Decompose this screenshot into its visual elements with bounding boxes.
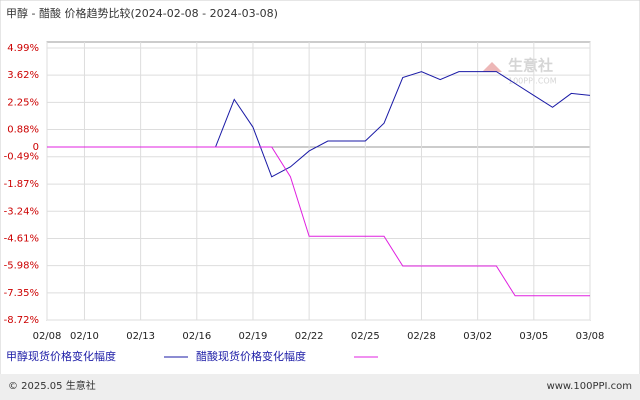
footer-right: www.100PPI.com: [547, 381, 632, 392]
footer-band: [0, 374, 640, 400]
y-tick-label: 2.25%: [7, 97, 39, 108]
x-tick-label: 02/08: [33, 331, 62, 342]
y-tick-label: 4.99%: [7, 43, 39, 54]
y-tick-label: 0: [33, 142, 39, 153]
y-tick-label: -0.49%: [4, 152, 39, 163]
x-tick-label: 03/08: [576, 331, 605, 342]
y-tick-label: -5.98%: [4, 261, 39, 272]
series-line: [47, 146, 590, 297]
y-tick-label: 0.88%: [7, 125, 39, 136]
watermark: 生意社 100PPI.COM: [482, 57, 557, 86]
watermark-subtext: 100PPI.COM: [508, 77, 557, 86]
footer-left: © 2025.05 生意社: [8, 379, 96, 392]
legend-label: 甲醇现货价格变化幅度: [6, 349, 116, 363]
y-tick-label: -3.24%: [4, 206, 39, 217]
legend-label: 醋酸现货价格变化幅度: [196, 349, 306, 363]
watermark-text: 生意社: [508, 57, 553, 75]
x-tick-label: 02/22: [295, 331, 324, 342]
y-tick-label: -7.35%: [4, 288, 39, 299]
x-tick-label: 02/16: [182, 331, 211, 342]
y-tick-label: -4.61%: [4, 233, 39, 244]
y-tick-label: -1.87%: [4, 179, 39, 190]
watermark-icon: [482, 62, 502, 72]
x-tick-label: 02/25: [351, 331, 380, 342]
x-tick-label: 02/13: [126, 331, 155, 342]
chart-title: 甲醇 - 醋酸 价格趋势比较(2024-02-08 - 2024-03-08): [6, 6, 278, 20]
x-tick-label: 03/02: [463, 331, 492, 342]
y-tick-label: 3.62%: [7, 70, 39, 81]
x-tick-label: 02/28: [407, 331, 436, 342]
x-tick-label: 02/10: [70, 331, 99, 342]
x-tick-label: 02/19: [239, 331, 268, 342]
y-tick-label: -8.72%: [4, 315, 39, 326]
x-tick-label: 03/05: [519, 331, 548, 342]
